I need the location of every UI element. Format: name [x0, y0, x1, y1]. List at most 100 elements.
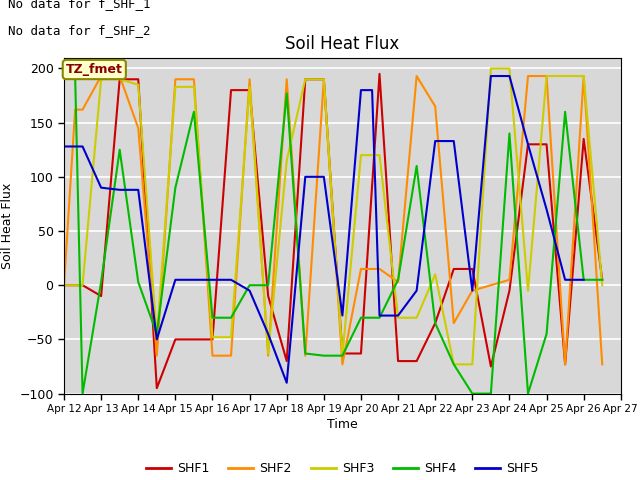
SHF2: [413, 73, 420, 79]
SHF5: [283, 380, 291, 385]
SHF1: [97, 293, 105, 299]
SHF4: [153, 331, 161, 337]
Line: SHF3: SHF3: [64, 69, 602, 364]
SHF4: [598, 277, 606, 283]
SHF2: [97, 73, 105, 79]
SHF4: [524, 391, 532, 396]
SHF3: [450, 361, 458, 367]
SHF4: [116, 147, 124, 153]
SHF3: [524, 288, 532, 293]
SHF5: [79, 144, 86, 149]
SHF1: [357, 350, 365, 356]
SHF2: [209, 353, 216, 359]
SHF1: [227, 87, 235, 93]
SHF3: [357, 152, 365, 158]
SHF1: [543, 142, 550, 147]
SHF5: [116, 187, 124, 192]
SHF4: [97, 279, 105, 285]
SHF3: [153, 335, 161, 340]
SHF4: [506, 131, 513, 136]
SHF3: [376, 152, 383, 158]
SHF2: [172, 76, 179, 82]
SHF2: [264, 353, 272, 359]
SHF2: [320, 76, 328, 82]
SHF3: [60, 282, 68, 288]
SHF4: [60, 73, 68, 79]
SHF4: [357, 315, 365, 321]
SHF4: [246, 282, 253, 288]
Legend: SHF1, SHF2, SHF3, SHF4, SHF5: SHF1, SHF2, SHF3, SHF4, SHF5: [141, 457, 544, 480]
SHF5: [506, 73, 513, 79]
SHF1: [60, 282, 68, 288]
SHF3: [283, 158, 291, 164]
SHF2: [283, 76, 291, 82]
SHF3: [339, 353, 346, 359]
SHF3: [190, 84, 198, 90]
SHF5: [413, 288, 420, 293]
SHF4: [376, 315, 383, 321]
SHF4: [468, 391, 476, 396]
SHF5: [246, 288, 253, 293]
SHF3: [506, 66, 513, 72]
SHF3: [487, 66, 495, 72]
SHF3: [172, 84, 179, 90]
SHF4: [190, 109, 198, 115]
SHF2: [524, 73, 532, 79]
SHF1: [450, 266, 458, 272]
SHF5: [209, 277, 216, 283]
SHF5: [60, 144, 68, 149]
Title: Soil Heat Flux: Soil Heat Flux: [285, 35, 399, 53]
SHF5: [301, 174, 309, 180]
SHF3: [134, 82, 142, 87]
SHF4: [561, 109, 569, 115]
SHF4: [413, 163, 420, 169]
SHF5: [97, 185, 105, 191]
SHF1: [506, 288, 513, 293]
SHF5: [394, 312, 402, 318]
SHF2: [153, 353, 161, 359]
Text: TZ_fmet: TZ_fmet: [66, 63, 123, 76]
SHF4: [320, 353, 328, 359]
SHF5: [357, 87, 365, 93]
SHF4: [487, 391, 495, 396]
SHF5: [580, 277, 588, 283]
SHF1: [301, 76, 309, 82]
SHF1: [580, 136, 588, 142]
SHF3: [598, 282, 606, 288]
SHF1: [394, 358, 402, 364]
SHF3: [209, 335, 216, 340]
SHF3: [413, 315, 420, 321]
SHF1: [413, 358, 420, 364]
SHF1: [431, 320, 439, 326]
SHF5: [190, 277, 198, 283]
SHF4: [301, 350, 309, 356]
SHF1: [264, 293, 272, 299]
SHF1: [153, 385, 161, 391]
SHF3: [264, 350, 272, 356]
SHF3: [246, 84, 253, 90]
X-axis label: Time: Time: [327, 418, 358, 431]
SHF4: [172, 185, 179, 191]
SHF2: [468, 288, 476, 293]
SHF2: [580, 73, 588, 79]
SHF1: [376, 71, 383, 77]
SHF3: [227, 335, 235, 340]
Text: No data for f_SHF_2: No data for f_SHF_2: [8, 24, 151, 37]
SHF3: [79, 282, 86, 288]
SHF4: [71, 73, 79, 79]
SHF1: [79, 282, 86, 288]
SHF5: [561, 277, 569, 283]
Text: No data for f_SHF_1: No data for f_SHF_1: [8, 0, 151, 10]
SHF3: [468, 361, 476, 367]
Line: SHF2: SHF2: [64, 76, 602, 364]
SHF3: [394, 315, 402, 321]
SHF5: [543, 206, 550, 212]
SHF1: [134, 76, 142, 82]
SHF2: [79, 107, 86, 112]
SHF2: [116, 73, 124, 79]
SHF5: [153, 336, 161, 342]
SHF4: [79, 391, 86, 396]
SHF2: [134, 125, 142, 131]
SHF2: [246, 76, 253, 82]
SHF1: [320, 76, 328, 82]
